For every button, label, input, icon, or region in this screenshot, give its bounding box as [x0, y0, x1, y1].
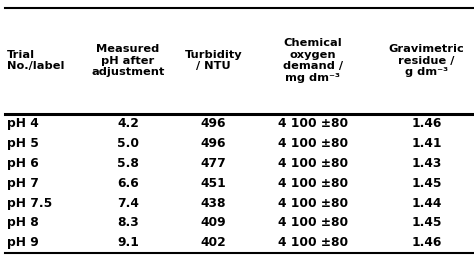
Text: 438: 438 — [201, 197, 226, 209]
Text: 409: 409 — [201, 216, 226, 229]
Text: 5.0: 5.0 — [117, 137, 139, 150]
Text: pH 8: pH 8 — [7, 216, 39, 229]
Text: 1.45: 1.45 — [411, 177, 442, 190]
Text: 4 100 ±80: 4 100 ±80 — [278, 216, 348, 229]
Text: pH 9: pH 9 — [7, 236, 39, 249]
Text: 4 100 ±80: 4 100 ±80 — [278, 236, 348, 249]
Text: 496: 496 — [201, 137, 226, 150]
Text: 496: 496 — [201, 117, 226, 130]
Text: 4 100 ±80: 4 100 ±80 — [278, 137, 348, 150]
Text: 477: 477 — [201, 157, 226, 170]
Text: Turbidity
/ NTU: Turbidity / NTU — [184, 50, 242, 71]
Text: 5.8: 5.8 — [117, 157, 139, 170]
Text: 4.2: 4.2 — [117, 117, 139, 130]
Text: 1.46: 1.46 — [411, 117, 442, 130]
Text: 402: 402 — [201, 236, 226, 249]
Text: pH 4: pH 4 — [7, 117, 39, 130]
Text: 4 100 ±80: 4 100 ±80 — [278, 197, 348, 209]
Text: 9.1: 9.1 — [117, 236, 139, 249]
Text: 4 100 ±80: 4 100 ±80 — [278, 117, 348, 130]
Text: Measured
pH after
adjustment: Measured pH after adjustment — [91, 44, 164, 77]
Text: Trial
No./label: Trial No./label — [7, 50, 64, 71]
Text: 8.3: 8.3 — [117, 216, 139, 229]
Text: 7.4: 7.4 — [117, 197, 139, 209]
Text: 451: 451 — [201, 177, 226, 190]
Text: 1.46: 1.46 — [411, 236, 442, 249]
Text: 4 100 ±80: 4 100 ±80 — [278, 157, 348, 170]
Text: pH 5: pH 5 — [7, 137, 39, 150]
Text: pH 6: pH 6 — [7, 157, 39, 170]
Text: 6.6: 6.6 — [117, 177, 139, 190]
Text: pH 7: pH 7 — [7, 177, 39, 190]
Text: 1.43: 1.43 — [411, 157, 442, 170]
Text: 1.45: 1.45 — [411, 216, 442, 229]
Text: Chemical
oxygen
demand /
mg dm⁻³: Chemical oxygen demand / mg dm⁻³ — [283, 38, 343, 83]
Text: pH 7.5: pH 7.5 — [7, 197, 52, 209]
Text: 4 100 ±80: 4 100 ±80 — [278, 177, 348, 190]
Text: Gravimetric
residue /
g dm⁻³: Gravimetric residue / g dm⁻³ — [389, 44, 465, 77]
Text: 1.41: 1.41 — [411, 137, 442, 150]
Text: 1.44: 1.44 — [411, 197, 442, 209]
